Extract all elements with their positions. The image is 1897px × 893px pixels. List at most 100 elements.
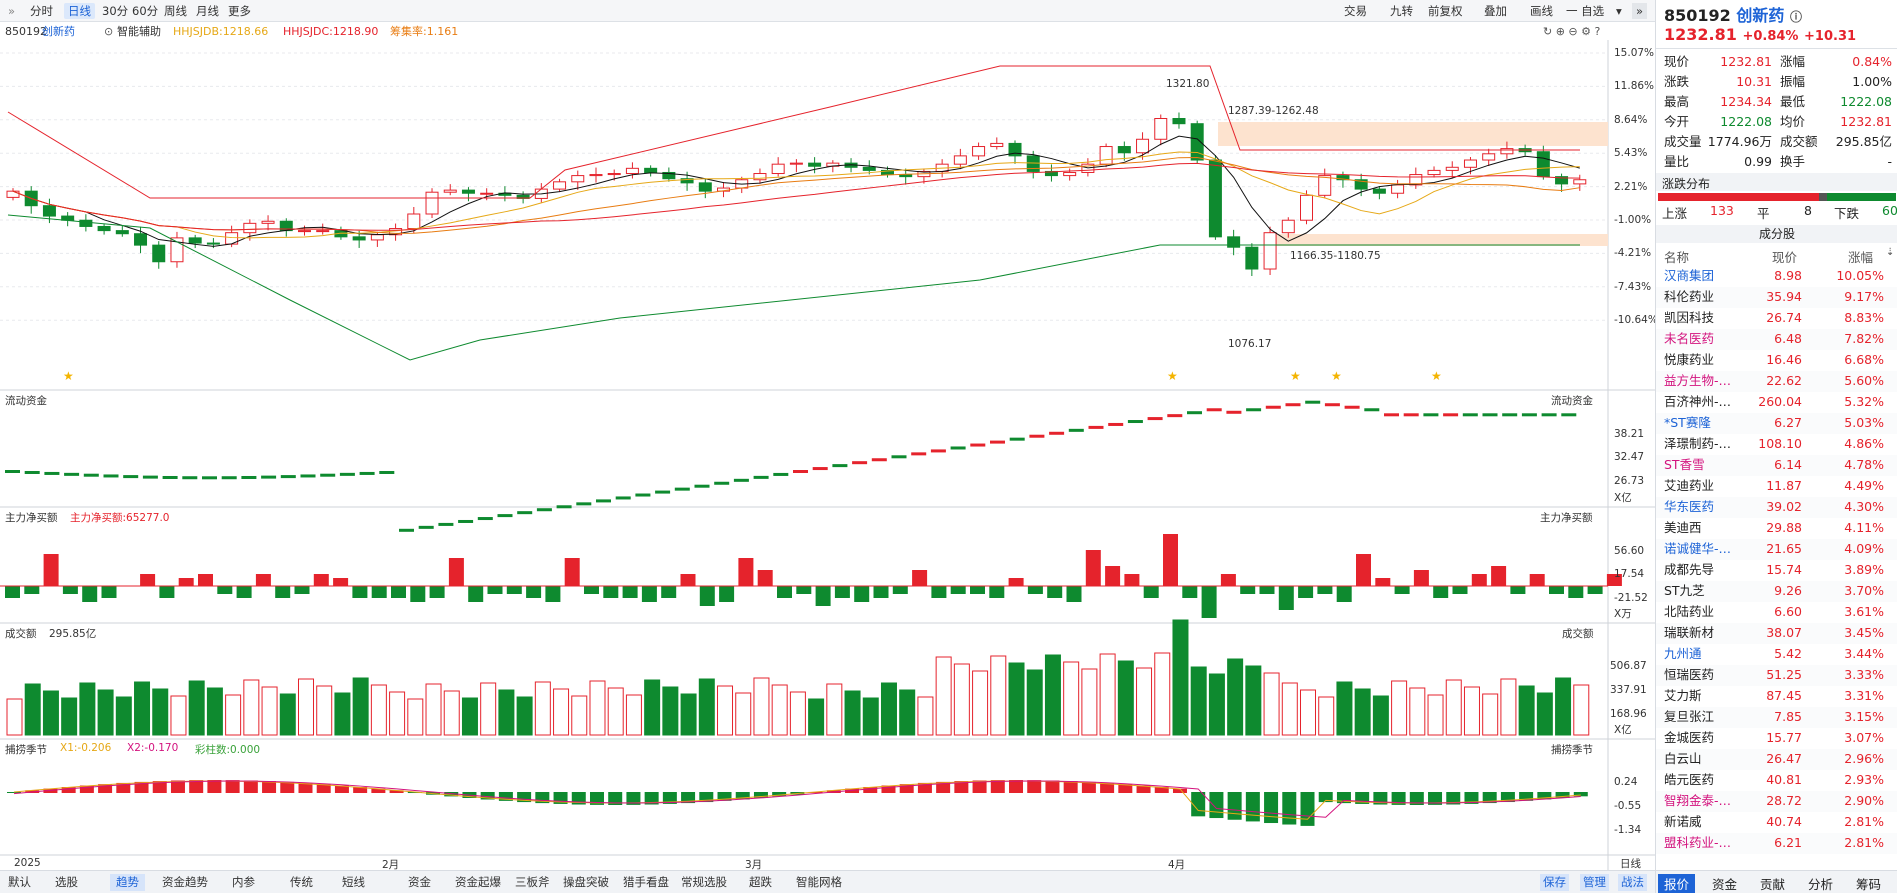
season-axis-2: -0.55 — [1614, 800, 1642, 812]
side-tab-2[interactable]: 贡献 — [1760, 877, 1786, 892]
net-buy-bar — [815, 586, 831, 606]
expand-icon[interactable]: » — [8, 4, 16, 18]
volume-bar — [753, 677, 770, 736]
net-buy-bar — [622, 586, 638, 598]
bottom-tab-6[interactable]: 短线 — [342, 875, 365, 889]
side-tab-1[interactable]: 资金 — [1712, 877, 1738, 892]
cons-title: 成分股 — [1758, 227, 1795, 241]
tab-weekly[interactable]: 周线 — [164, 4, 187, 18]
kline-chart-area[interactable]: ★ ★ ★ ★ ★ — [0, 40, 1655, 890]
side-tab-0[interactable]: 报价 — [1658, 874, 1696, 893]
bottom-tab-7[interactable]: 资金 — [408, 875, 431, 889]
bottom-tab-11[interactable]: 猎手看盘 — [623, 875, 669, 889]
bottom-tab-5[interactable]: 传统 — [290, 875, 313, 889]
candle — [607, 173, 621, 176]
bottom-tab-12[interactable]: 常规选股 — [681, 875, 727, 889]
vol-axis-1: 506.87 — [1610, 660, 1647, 672]
stock-change: 9.17% — [1844, 289, 1884, 304]
bottom-right-btn-2[interactable]: 战法 — [1618, 874, 1647, 891]
bottom-tab-13[interactable]: 超跌 — [749, 875, 772, 889]
trade-button[interactable]: 交易 — [1344, 4, 1367, 18]
signal-star-icon: ★ — [1167, 369, 1178, 383]
volume-bar — [553, 688, 570, 736]
bottom-tab-9[interactable]: 三板斧 — [515, 875, 550, 889]
stock-row[interactable]: 百济神州-… 260.04 5.32% — [1656, 392, 1897, 413]
stock-row[interactable]: 复旦张江 7.85 3.15% — [1656, 707, 1897, 728]
stock-row[interactable]: 北陆药业 6.60 3.61% — [1656, 602, 1897, 623]
bottom-tab-10[interactable]: 操盘突破 — [563, 875, 609, 889]
col-name[interactable]: 名称 — [1664, 250, 1690, 265]
stock-row[interactable]: 诺诚健华-… 21.65 4.09% — [1656, 539, 1897, 560]
stock-row[interactable]: 瑞联新材 38.07 3.45% — [1656, 623, 1897, 644]
bottom-tab-4[interactable]: 内参 — [232, 875, 255, 889]
info-icon[interactable]: ⓘ — [1789, 10, 1802, 24]
volume-bar — [862, 697, 879, 736]
stock-row[interactable]: *ST赛隆 6.27 5.03% — [1656, 413, 1897, 434]
stock-row[interactable]: 智翔金泰-… 28.72 2.90% — [1656, 791, 1897, 812]
bottom-tab-1[interactable]: 选股 — [55, 875, 78, 889]
stock-row[interactable]: ST九芝 9.26 3.70% — [1656, 581, 1897, 602]
adjust-button[interactable]: 前复权 — [1428, 4, 1463, 18]
stock-row[interactable]: 美迪西 29.88 4.11% — [1656, 518, 1897, 539]
chart-tools-icons[interactable]: ↻ ⊕ ⊖ ⚙ ? — [1543, 25, 1601, 38]
tab-daily[interactable]: 日线 — [64, 3, 95, 19]
volume-bar — [1008, 662, 1025, 736]
bottom-right-btn-0[interactable]: 保存 — [1540, 874, 1569, 891]
season-bar — [1009, 780, 1024, 793]
bottom-tab-2[interactable]: 趋势 — [110, 874, 145, 891]
bottom-right-btn-1[interactable]: 管理 — [1580, 874, 1609, 891]
bottom-tab-14[interactable]: 智能网格 — [796, 875, 842, 889]
bottom-tab-3[interactable]: 资金趋势 — [162, 875, 208, 889]
quote-label: 均价 — [1780, 114, 1806, 129]
stock-row[interactable]: 金城医药 15.77 3.07% — [1656, 728, 1897, 749]
tab-fenshi[interactable]: 分时 — [30, 4, 53, 18]
stock-row[interactable]: 艾迪药业 11.87 4.49% — [1656, 476, 1897, 497]
overlay-button[interactable]: 叠加 — [1484, 4, 1507, 18]
stock-row[interactable]: 华东医药 39.02 4.30% — [1656, 497, 1897, 518]
stock-row[interactable]: 科伦药业 35.94 9.17% — [1656, 287, 1897, 308]
stock-row[interactable]: 九州通 5.42 3.44% — [1656, 644, 1897, 665]
net-buy-bar — [391, 586, 406, 598]
smart-assist-icon[interactable]: ⊙ — [104, 25, 114, 38]
draw-button[interactable]: 画线 — [1530, 4, 1553, 18]
stock-row[interactable]: 汉商集团 8.98 10.05% — [1656, 266, 1897, 287]
stock-row[interactable]: ST香雪 6.14 4.78% — [1656, 455, 1897, 476]
bottom-tab-0[interactable]: 默认 — [8, 875, 31, 889]
stock-row[interactable]: 皓元医药 40.81 2.93% — [1656, 770, 1897, 791]
season-bar — [1500, 792, 1515, 803]
tab-more[interactable]: 更多 — [228, 4, 251, 18]
stock-row[interactable]: 悦康药业 16.46 6.68% — [1656, 350, 1897, 371]
watchlist-button[interactable]: 一 自选 — [1566, 4, 1605, 18]
side-tab-3[interactable]: 分析 — [1808, 877, 1834, 892]
stock-row[interactable]: 益方生物-… 22.62 5.60% — [1656, 371, 1897, 392]
sort-desc-icon[interactable]: ⇣ — [1886, 247, 1895, 258]
tab-monthly[interactable]: 月线 — [196, 4, 219, 18]
stock-price: 28.72 — [1766, 793, 1802, 808]
expand-right-icon[interactable]: » — [1632, 3, 1648, 19]
stock-row[interactable]: 恒瑞医药 51.25 3.33% — [1656, 665, 1897, 686]
jiuzhuan-button[interactable]: 九转 — [1390, 4, 1413, 18]
stock-row[interactable]: 凯因科技 26.74 8.83% — [1656, 308, 1897, 329]
stock-row[interactable]: 白云山 26.47 2.96% — [1656, 749, 1897, 770]
side-tab-4[interactable]: 筹码 — [1856, 877, 1882, 892]
flat-count: 8 — [1804, 203, 1812, 218]
bottom-tab-8[interactable]: 资金起爆 — [455, 875, 501, 889]
col-price[interactable]: 现价 — [1772, 250, 1798, 265]
net-buy-bar — [777, 586, 792, 598]
stock-row[interactable]: 未名医药 6.48 7.82% — [1656, 329, 1897, 350]
tab-30min[interactable]: 30分 — [102, 4, 129, 18]
stock-change: 3.61% — [1844, 604, 1884, 619]
dropdown-icon[interactable]: ▾ — [1616, 4, 1622, 18]
flow-bar — [1206, 408, 1222, 412]
smart-assist-label[interactable]: 智能辅助 — [117, 25, 161, 38]
col-change[interactable]: 涨幅 — [1848, 250, 1874, 265]
net-buy-bar — [1529, 574, 1545, 586]
volume-bar — [407, 698, 424, 736]
stock-row[interactable]: 成都先导 15.74 3.89% — [1656, 560, 1897, 581]
stock-row[interactable]: 新诺威 40.74 2.81% — [1656, 812, 1897, 833]
stock-row[interactable]: 盟科药业-… 6.21 2.81% — [1656, 833, 1897, 854]
stock-row[interactable]: 艾力斯 87.45 3.31% — [1656, 686, 1897, 707]
stock-row[interactable]: 泽璟制药-… 108.10 4.86% — [1656, 434, 1897, 455]
net-buy-bar — [101, 586, 117, 598]
tab-60min[interactable]: 60分 — [132, 4, 159, 18]
